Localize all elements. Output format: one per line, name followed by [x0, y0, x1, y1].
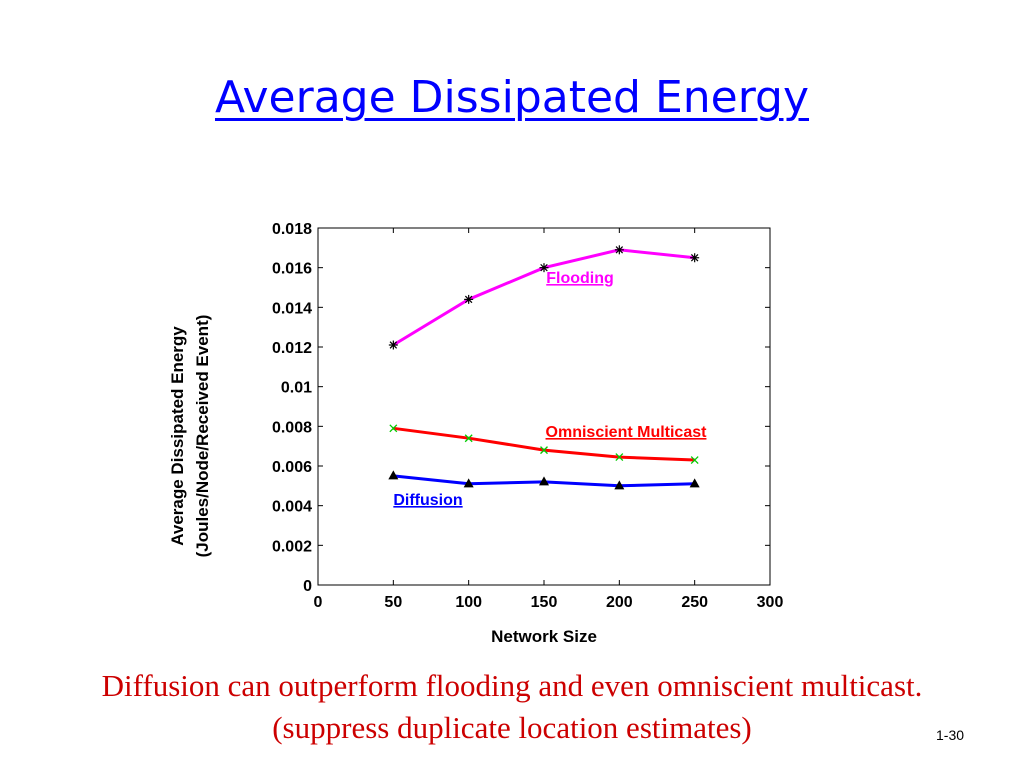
x-tick-label: 200 — [606, 594, 633, 611]
caption-line-2: (suppress duplicate location estimates) — [272, 710, 752, 745]
plot-frame — [317, 227, 771, 586]
data-point-flooding — [388, 340, 398, 350]
data-point-flooding — [690, 253, 700, 263]
x-axis-label: Network Size — [491, 627, 597, 646]
data-point-omniscient-multicast — [690, 456, 699, 465]
y-tick-label: 0.018 — [272, 221, 312, 238]
x-tick-label: 150 — [531, 594, 558, 611]
y-axis-label-line1: Average Dissipated Energy — [168, 326, 187, 546]
data-point-diffusion — [388, 470, 399, 480]
series-markers — [388, 245, 700, 490]
data-point-flooding — [464, 294, 474, 304]
data-point-omniscient-multicast — [615, 453, 624, 462]
series-labels: Flooding Omniscient Multicast Diffusion — [393, 270, 707, 509]
data-point-omniscient-multicast — [540, 446, 548, 455]
x-tick-label: 100 — [455, 594, 482, 611]
x-tick-label: 250 — [681, 594, 708, 611]
y-tick-label: 0.014 — [272, 300, 312, 317]
data-point-diffusion — [463, 478, 474, 488]
x-tick-label: 0 — [314, 594, 323, 611]
series-label-omniscient-multicast: Omniscient Multicast — [546, 424, 708, 441]
series-label-diffusion: Diffusion — [393, 492, 462, 509]
y-tick-label: 0.016 — [272, 261, 312, 278]
series-label-flooding: Flooding — [546, 270, 614, 287]
y-axis-label-line2: (Joules/Node/Received Event) — [193, 315, 212, 558]
y-tick-label: 0.012 — [272, 340, 312, 357]
y-tick-label: 0.006 — [272, 459, 312, 476]
y-tick-label: 0.004 — [272, 499, 312, 516]
data-point-flooding — [539, 263, 549, 273]
data-point-diffusion — [539, 476, 549, 486]
y-tick-label: 0.002 — [272, 538, 312, 555]
slide-title: Average Dissipated Energy — [214, 72, 810, 123]
y-tick-label: 0 — [303, 578, 312, 595]
data-point-diffusion — [614, 480, 625, 490]
data-point-omniscient-multicast — [464, 434, 473, 443]
y-axis: 0 0.002 0.004 0.006 0.008 0.01 0.012 0.014 0.016… — [272, 221, 770, 595]
caption-line-1: Diffusion can outperform flooding and ev… — [101, 668, 923, 703]
x-tick-label: 300 — [757, 594, 784, 611]
data-point-omniscient-multicast — [389, 424, 398, 433]
data-point-flooding — [614, 245, 624, 255]
x-axis: 0 50 100 150 200 250 300 — [314, 228, 784, 611]
y-tick-label: 0.008 — [272, 419, 312, 436]
x-tick-label: 50 — [384, 594, 402, 611]
slide-number: 1-30 — [936, 727, 965, 743]
y-tick-label: 0.01 — [281, 380, 312, 397]
data-point-diffusion — [689, 478, 700, 488]
